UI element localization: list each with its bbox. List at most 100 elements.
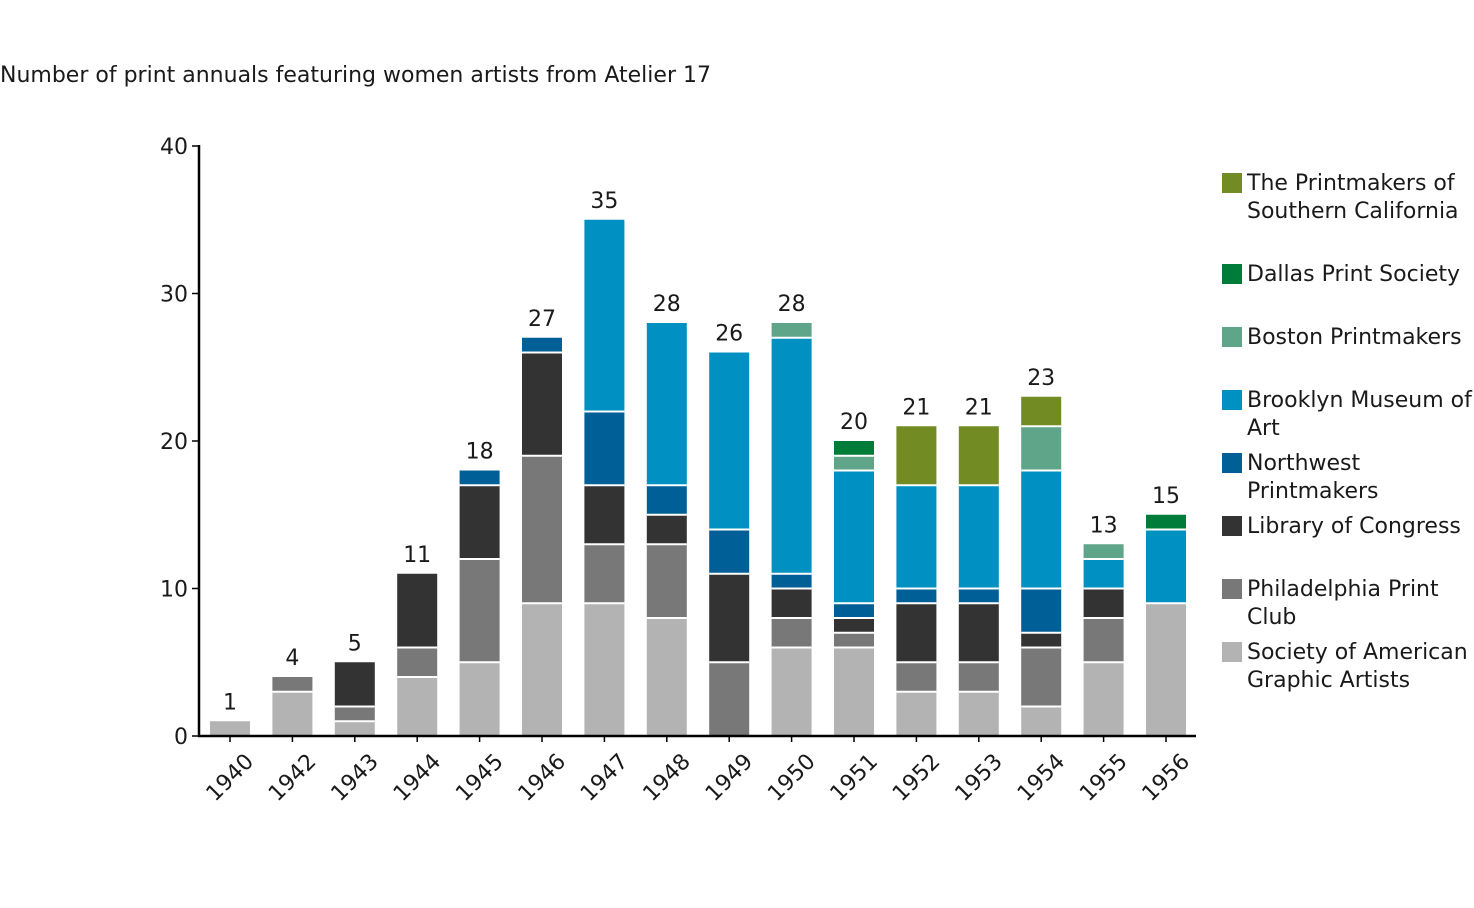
legend-swatch bbox=[1222, 173, 1242, 193]
bar-segment bbox=[1021, 426, 1062, 471]
bar-segment bbox=[1146, 529, 1186, 604]
bar-segment bbox=[1083, 618, 1124, 663]
x-tick-label: 1948 bbox=[639, 749, 696, 806]
bar-segment bbox=[896, 691, 937, 736]
bar-segment bbox=[834, 441, 874, 456]
bar-segment bbox=[459, 662, 500, 736]
bar-segment bbox=[459, 485, 500, 559]
legend-swatch bbox=[1222, 516, 1242, 536]
bar-segment bbox=[397, 647, 438, 677]
x-tick-label: 1950 bbox=[763, 749, 820, 806]
bar-total-label: 4 bbox=[285, 646, 299, 671]
bar-segment bbox=[522, 352, 562, 456]
bar-segment bbox=[646, 544, 687, 618]
bar-segment bbox=[1083, 559, 1124, 589]
x-tick-label: 1949 bbox=[701, 749, 758, 806]
bar-total-label: 13 bbox=[1090, 513, 1118, 538]
bar-segment bbox=[584, 219, 625, 412]
bar-segment bbox=[958, 426, 999, 486]
y-ticks-layer: 0 10 20 30 40 bbox=[160, 135, 199, 750]
legend-label: Northwest Printmakers bbox=[1247, 451, 1379, 504]
legend-swatch bbox=[1222, 264, 1242, 284]
bar-segment bbox=[334, 721, 375, 736]
bar-segment bbox=[896, 662, 937, 692]
bar-segment bbox=[958, 588, 999, 604]
legend-swatch bbox=[1222, 579, 1242, 599]
bar-segment bbox=[522, 455, 562, 604]
bar-segment bbox=[334, 662, 375, 707]
legend-label: Boston Printmakers bbox=[1247, 325, 1462, 350]
legend-label: Philadelphia Print Club bbox=[1247, 577, 1439, 630]
x-tick-label: 1947 bbox=[576, 749, 633, 806]
bar-segment bbox=[459, 559, 500, 663]
bar-total-label: 15 bbox=[1152, 484, 1180, 509]
total-labels-layer: 1 4 5 11 18 27 35 28 26 28 20 21 21 23 13 15 bbox=[223, 189, 1180, 716]
bar-segment bbox=[1146, 514, 1186, 530]
bar-segment bbox=[522, 603, 562, 736]
legend-label: Society of American Graphic Artists bbox=[1247, 640, 1468, 693]
x-tick-label: 1942 bbox=[264, 749, 321, 806]
bar-segment bbox=[771, 337, 812, 574]
x-tick-label: 1945 bbox=[451, 749, 508, 806]
bar-segment bbox=[1021, 706, 1062, 736]
bar-total-label: 23 bbox=[1027, 366, 1055, 391]
bar-segment bbox=[771, 647, 812, 736]
bar-segment bbox=[834, 647, 874, 736]
x-tick-label: 1944 bbox=[389, 749, 446, 806]
bar-segment bbox=[459, 470, 500, 486]
bar-segment bbox=[522, 337, 562, 353]
bar-segment bbox=[771, 588, 812, 618]
legend-label: Dallas Print Society bbox=[1247, 262, 1460, 287]
bar-segment bbox=[834, 618, 874, 633]
chart-title: Number of print annuals featuring women … bbox=[0, 63, 711, 88]
bar-segment bbox=[834, 603, 874, 618]
bar-segment bbox=[709, 352, 750, 530]
bar-segment bbox=[709, 529, 750, 574]
y-tick-label: 30 bbox=[160, 283, 188, 308]
x-tick-label: 1956 bbox=[1138, 749, 1195, 806]
bar-segment bbox=[771, 618, 812, 648]
bar-total-label: 1 bbox=[223, 690, 237, 715]
x-tick-label: 1940 bbox=[202, 749, 259, 806]
bar-total-label: 28 bbox=[778, 292, 806, 317]
y-tick-label: 20 bbox=[160, 430, 188, 455]
y-tick-label: 10 bbox=[160, 578, 188, 603]
bar-segment bbox=[896, 603, 937, 663]
x-tick-label: 1952 bbox=[888, 749, 945, 806]
x-tick-label: 1953 bbox=[951, 749, 1008, 806]
x-tick-label: 1951 bbox=[826, 749, 883, 806]
bar-segment bbox=[896, 485, 937, 589]
x-tick-label: 1943 bbox=[327, 749, 384, 806]
bar-segment bbox=[584, 411, 625, 486]
bar-segment bbox=[834, 470, 874, 604]
bars-layer bbox=[210, 219, 1186, 736]
bar-segment bbox=[958, 603, 999, 663]
bar-segment bbox=[834, 632, 874, 648]
bar-segment bbox=[272, 691, 313, 736]
bar-segment bbox=[1021, 396, 1062, 427]
bar-segment bbox=[958, 662, 999, 692]
legend-swatch bbox=[1222, 327, 1242, 347]
legend-swatch bbox=[1222, 390, 1242, 410]
bar-segment bbox=[1083, 662, 1124, 736]
bar-segment bbox=[1083, 588, 1124, 618]
bar-total-label: 20 bbox=[840, 410, 868, 435]
bar-segment bbox=[958, 691, 999, 736]
legend-swatch bbox=[1222, 642, 1242, 662]
bar-segment bbox=[896, 426, 937, 486]
bar-total-label: 11 bbox=[403, 543, 431, 568]
x-tick-label: 1946 bbox=[514, 749, 571, 806]
bar-segment bbox=[272, 677, 313, 692]
bar-segment bbox=[709, 662, 750, 736]
bar-total-label: 21 bbox=[902, 395, 930, 420]
bar-segment bbox=[1021, 632, 1062, 648]
bar-segment bbox=[709, 573, 750, 663]
bar-segment bbox=[958, 485, 999, 589]
bar-segment bbox=[646, 618, 687, 736]
bar-total-label: 28 bbox=[653, 292, 681, 317]
bar-segment bbox=[1021, 647, 1062, 707]
bar-segment bbox=[646, 514, 687, 545]
bar-segment bbox=[584, 603, 625, 736]
bar-segment bbox=[584, 544, 625, 604]
x-ticks-layer: 1940 1942 1943 1944 1945 1946 1947 1948 1949 1950… bbox=[202, 736, 1195, 807]
